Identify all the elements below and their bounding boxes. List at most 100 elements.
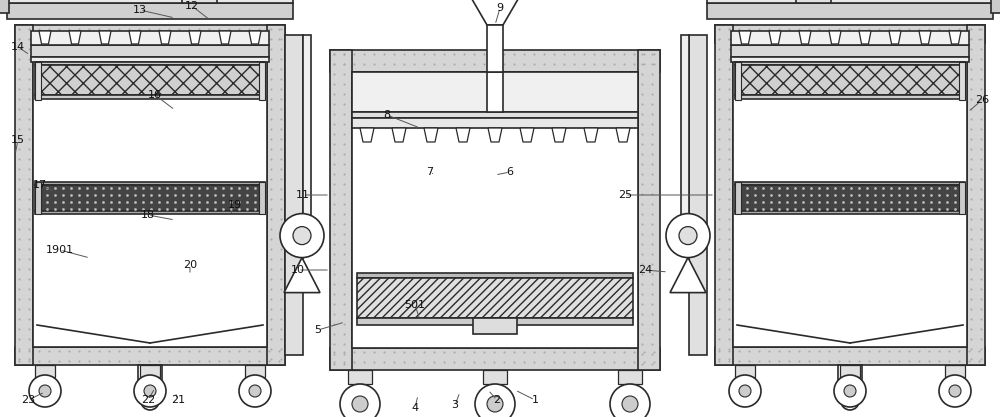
Polygon shape xyxy=(829,31,841,44)
Bar xyxy=(15,347,285,365)
Text: 21: 21 xyxy=(171,395,185,405)
Polygon shape xyxy=(769,31,781,44)
Circle shape xyxy=(134,375,166,407)
Circle shape xyxy=(949,385,961,397)
Circle shape xyxy=(280,214,324,258)
Bar xyxy=(0,0,9,13)
Bar xyxy=(838,365,862,387)
Polygon shape xyxy=(919,31,931,44)
Circle shape xyxy=(293,226,311,245)
Bar xyxy=(487,72,503,112)
Polygon shape xyxy=(455,0,535,25)
Bar xyxy=(715,25,985,43)
Bar xyxy=(357,318,633,325)
Bar xyxy=(31,45,269,57)
Circle shape xyxy=(834,375,866,407)
Text: 19: 19 xyxy=(228,200,242,210)
Bar xyxy=(330,50,660,72)
Text: 15: 15 xyxy=(11,135,25,145)
Text: 6: 6 xyxy=(507,167,514,177)
Bar xyxy=(473,318,517,334)
Text: 22: 22 xyxy=(141,395,155,405)
Polygon shape xyxy=(219,31,231,44)
Bar xyxy=(144,387,156,401)
Text: 25: 25 xyxy=(618,190,632,200)
Text: 12: 12 xyxy=(185,1,199,11)
Bar xyxy=(35,95,265,99)
Text: 3: 3 xyxy=(452,400,458,410)
Bar xyxy=(35,211,265,214)
Bar xyxy=(33,43,267,347)
Polygon shape xyxy=(129,31,141,44)
Bar xyxy=(303,35,311,239)
Polygon shape xyxy=(39,31,51,44)
Text: 24: 24 xyxy=(638,265,652,275)
Bar xyxy=(259,62,265,100)
Text: 26: 26 xyxy=(975,95,989,105)
Bar xyxy=(259,182,265,214)
Text: 17: 17 xyxy=(33,180,47,190)
Text: 4: 4 xyxy=(411,403,419,413)
Text: 1901: 1901 xyxy=(46,245,74,255)
Polygon shape xyxy=(424,128,438,142)
Bar xyxy=(967,25,985,365)
Text: 11: 11 xyxy=(296,190,310,200)
Bar xyxy=(352,112,638,118)
Bar xyxy=(182,0,217,3)
Bar xyxy=(330,348,660,370)
Circle shape xyxy=(666,214,710,258)
Bar xyxy=(735,62,741,100)
Bar xyxy=(31,31,269,45)
Text: 8: 8 xyxy=(383,110,391,120)
Bar xyxy=(959,182,965,214)
Text: 10: 10 xyxy=(291,265,305,275)
Bar xyxy=(715,25,733,365)
Circle shape xyxy=(29,375,61,407)
Circle shape xyxy=(679,226,697,245)
Bar xyxy=(140,365,160,377)
Bar xyxy=(357,278,633,318)
Bar xyxy=(31,57,269,62)
Bar xyxy=(638,50,660,370)
Bar xyxy=(330,50,352,370)
Polygon shape xyxy=(456,128,470,142)
Polygon shape xyxy=(670,258,706,293)
Text: 20: 20 xyxy=(183,260,197,270)
Bar xyxy=(35,182,265,185)
Polygon shape xyxy=(69,31,81,44)
Circle shape xyxy=(352,396,368,412)
Bar xyxy=(681,35,689,239)
Polygon shape xyxy=(284,258,320,293)
Polygon shape xyxy=(552,128,566,142)
Text: 9: 9 xyxy=(496,3,504,13)
Circle shape xyxy=(844,385,856,397)
Circle shape xyxy=(487,396,503,412)
Polygon shape xyxy=(889,31,901,44)
Polygon shape xyxy=(799,31,811,44)
Text: 18: 18 xyxy=(141,210,155,220)
Circle shape xyxy=(729,375,761,407)
Bar xyxy=(357,273,633,278)
Circle shape xyxy=(239,375,271,407)
Bar xyxy=(991,0,1000,13)
Polygon shape xyxy=(189,31,201,44)
Bar xyxy=(731,57,969,62)
Bar xyxy=(735,62,965,65)
Bar xyxy=(35,62,265,65)
Text: 13: 13 xyxy=(133,5,147,15)
Bar xyxy=(735,95,965,99)
Bar xyxy=(35,365,55,377)
Text: 7: 7 xyxy=(426,167,434,177)
Bar xyxy=(735,182,965,185)
Bar xyxy=(348,370,372,384)
Bar xyxy=(735,185,965,211)
Circle shape xyxy=(249,385,261,397)
Polygon shape xyxy=(360,128,374,142)
Bar xyxy=(689,35,707,355)
Bar xyxy=(15,25,285,43)
Polygon shape xyxy=(488,128,502,142)
Circle shape xyxy=(939,375,971,407)
Bar xyxy=(267,25,285,365)
Bar xyxy=(844,387,856,401)
Polygon shape xyxy=(99,31,111,44)
